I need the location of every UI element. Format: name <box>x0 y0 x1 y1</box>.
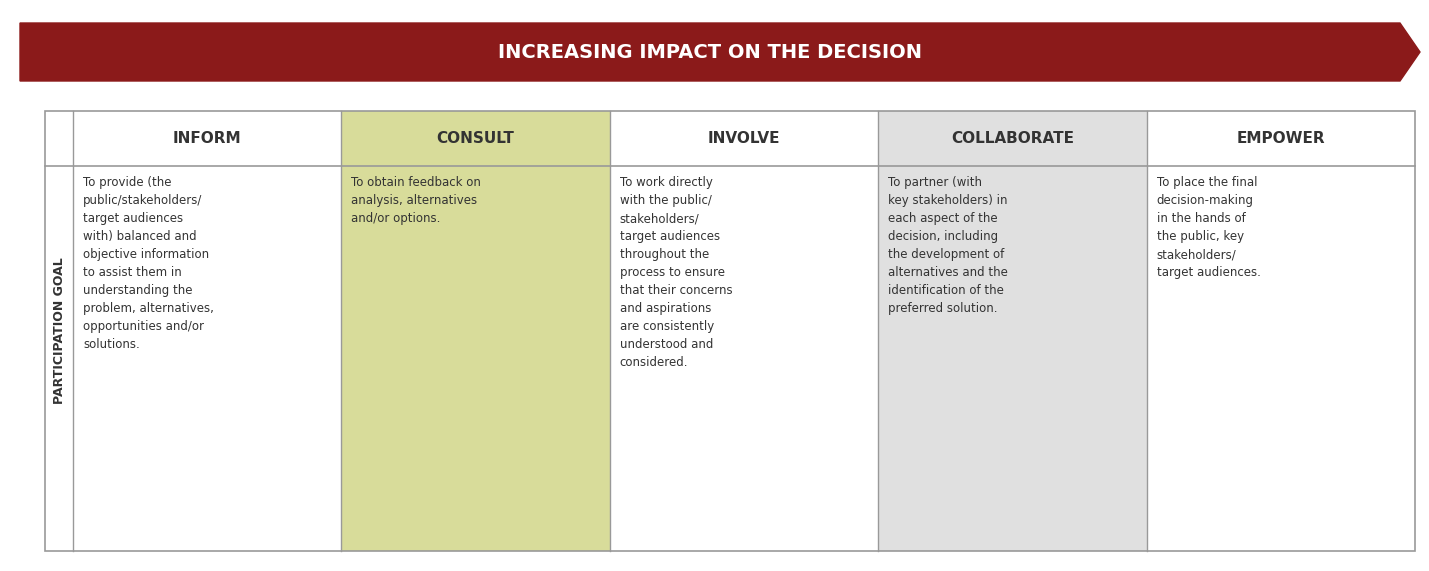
Text: To obtain feedback on
analysis, alternatives
and/or options.: To obtain feedback on analysis, alternat… <box>352 176 482 225</box>
Text: To work directly
with the public/
stakeholders/
target audiences
throughout the
: To work directly with the public/ stakeh… <box>620 176 733 369</box>
Text: INVOLVE: INVOLVE <box>707 131 780 146</box>
Text: INCREASING IMPACT ON THE DECISION: INCREASING IMPACT ON THE DECISION <box>497 42 922 62</box>
Text: COLLABORATE: COLLABORATE <box>950 131 1075 146</box>
Polygon shape <box>20 23 1420 81</box>
Text: PARTICIPATION GOAL: PARTICIPATION GOAL <box>53 258 66 404</box>
Bar <box>1146 111 1415 551</box>
Text: EMPOWER: EMPOWER <box>1236 131 1325 146</box>
Text: To provide (the
public/stakeholders/
target audiences
with) balanced and
objecti: To provide (the public/stakeholders/ tar… <box>83 176 214 351</box>
Text: CONSULT: CONSULT <box>437 131 514 146</box>
Text: To place the final
decision-making
in the hands of
the public, key
stakeholders/: To place the final decision-making in th… <box>1156 176 1260 279</box>
Bar <box>879 111 1146 551</box>
Bar <box>610 111 879 551</box>
Text: INFORM: INFORM <box>173 131 242 146</box>
Bar <box>44 111 1415 551</box>
Bar <box>342 111 610 551</box>
Bar <box>73 111 342 551</box>
Text: To partner (with
key stakeholders) in
each aspect of the
decision, including
the: To partner (with key stakeholders) in ea… <box>889 176 1007 315</box>
